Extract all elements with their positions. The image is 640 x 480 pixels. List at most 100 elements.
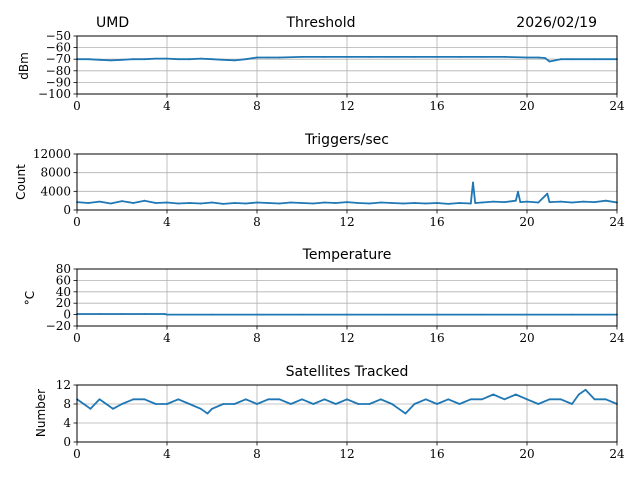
triggers-data-point [121, 200, 123, 203]
temperature-data-point [121, 313, 123, 315]
satellites-data-point [379, 398, 382, 401]
threshold-data-point [548, 60, 551, 63]
satellites-xtick-label: 24 [609, 447, 625, 461]
satellites-data-point [132, 398, 135, 401]
triggers-data-point [413, 202, 416, 204]
triggers-data-point [604, 199, 607, 202]
threshold-data-point [526, 56, 528, 59]
satellites-data-point [267, 398, 270, 401]
satellites-xtick-label: 16 [429, 447, 444, 461]
threshold-data-point [177, 58, 180, 61]
temperature-ylabel: °C [23, 291, 37, 305]
satellites-title: Satellites Tracked [286, 364, 409, 380]
temperature-data-point [391, 313, 393, 316]
triggers-data-point [233, 202, 236, 204]
temperature-series-line [77, 313, 617, 316]
threshold-xtick-label: 4 [163, 99, 171, 113]
satellites-data-point [481, 398, 483, 401]
temperature-xtick-label: 0 [73, 331, 81, 345]
satellites-xtick-label: 20 [519, 447, 534, 461]
threshold-data-point [503, 56, 506, 58]
threshold-data-point [121, 58, 123, 61]
satellites-data-point [492, 393, 495, 396]
threshold-xtick-label: 24 [609, 99, 625, 113]
triggers-data-point [132, 202, 135, 204]
satellites-xtick-label: 0 [73, 447, 81, 461]
threshold-data-point [458, 56, 461, 58]
threshold-data-point [256, 56, 258, 59]
triggers-data-point [278, 202, 281, 205]
satellites-data-point [469, 398, 472, 401]
satellites-data-point [514, 393, 517, 396]
temperature-ytick-label: 40 [56, 285, 71, 299]
triggers-data-point [199, 202, 202, 205]
triggers-data-point [517, 190, 519, 193]
satellites-data-point [143, 398, 146, 401]
threshold-data-point [368, 56, 371, 58]
threshold-data-point [391, 56, 393, 58]
triggers-data-point [391, 202, 393, 204]
satellites-data-point [424, 398, 427, 401]
temperature-ytick-label: 0 [63, 308, 71, 322]
triggers-data-point [188, 202, 191, 204]
threshold-data-point [413, 56, 416, 58]
satellites-data-point [346, 398, 348, 401]
satellites-data-point [357, 403, 360, 405]
satellites-data-point [244, 398, 247, 401]
triggers-data-point [379, 201, 382, 204]
triggers-title: Triggers/sec [304, 132, 389, 148]
satellites-data-point [577, 393, 580, 396]
triggers-data-point [436, 202, 438, 204]
temperature-data-point [98, 313, 101, 315]
triggers-data-point [571, 201, 573, 204]
temperature-data-point [346, 313, 348, 316]
temperature-xtick-label: 4 [163, 331, 171, 345]
temperature-ytick-label: −20 [46, 319, 71, 333]
triggers-data-point [244, 202, 247, 205]
satellites-data-point [98, 398, 101, 401]
triggers-xtick-label: 0 [73, 215, 81, 229]
triggers-xtick-label: 24 [609, 215, 625, 229]
temperature-data-point [436, 313, 438, 316]
threshold-title: Threshold [286, 15, 356, 31]
satellites-ytick-label: 12 [56, 378, 71, 392]
triggers-ytick-label: 12000 [33, 147, 71, 161]
triggers-data-point [357, 202, 360, 204]
triggers-axes-frame [76, 153, 618, 211]
temperature-ytick-label: 80 [56, 262, 71, 276]
satellites-data-point [256, 403, 258, 405]
triggers-xtick-label: 20 [519, 215, 534, 229]
triggers-data-point [474, 202, 477, 204]
threshold-ytick-label: −100 [38, 87, 71, 101]
temperature-xtick-label: 24 [609, 331, 625, 345]
satellites-data-point [188, 403, 191, 405]
threshold-data-point [301, 56, 303, 58]
satellites-data-point [584, 388, 587, 391]
satellites-data-point [206, 412, 209, 415]
satellites-xtick-label: 8 [253, 447, 261, 461]
threshold-data-point [346, 56, 348, 58]
satellites-data-point [391, 403, 393, 405]
triggers-data-point [593, 201, 596, 204]
satellites-data-point [82, 403, 85, 405]
satellites-xtick-label: 4 [163, 447, 171, 461]
satellites-data-point [312, 403, 315, 405]
satellites-data-point [211, 407, 213, 410]
triggers-data-point [526, 200, 528, 203]
satellites-data-point [199, 407, 202, 410]
triggers-data-point [546, 192, 549, 195]
threshold-data-point [154, 57, 157, 60]
date-label: 2026/02/19 [516, 15, 597, 31]
triggers-data-point [582, 200, 585, 203]
satellites-chart: Satellites Tracked Number 0 4 8 12 16 20 24 0 4 8… [34, 364, 625, 461]
threshold-data-point [143, 58, 146, 61]
satellites-data-point [503, 398, 506, 401]
triggers-chart: Triggers/sec Count 0 4 8 12 16 20 24 0 4000 8000 1… [14, 132, 625, 229]
satellites-data-point [278, 398, 281, 401]
triggers-data-point [211, 201, 213, 204]
threshold-data-point [544, 57, 546, 59]
satellites-data-point [334, 403, 337, 405]
